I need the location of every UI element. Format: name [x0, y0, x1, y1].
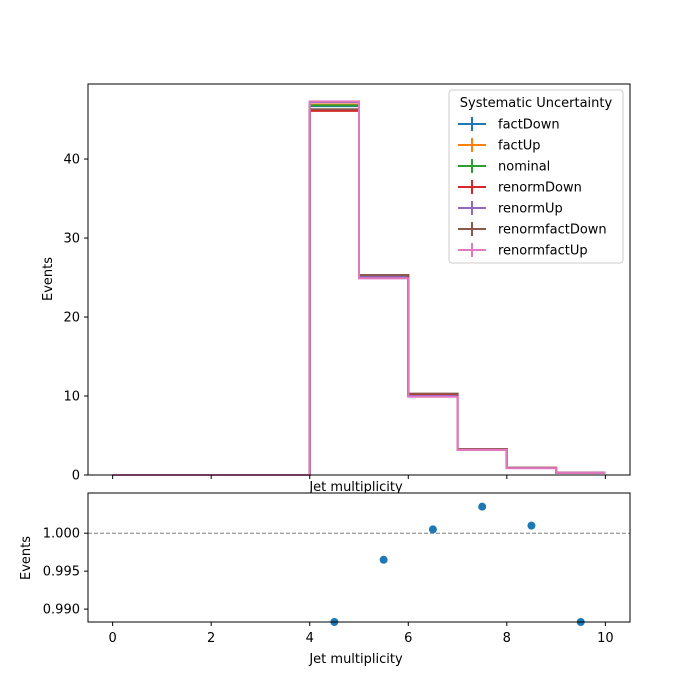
legend-title: Systematic Uncertainty	[460, 96, 613, 111]
bottom-x-axis-label: Jet multiplicity	[308, 652, 403, 667]
top-plot-border	[87, 83, 631, 476]
legend-entries: factDown factUp nominal renormDown renormUp r…	[458, 117, 607, 259]
legend-label: renormDown	[498, 181, 582, 196]
bottom-plot-frame	[88, 493, 630, 622]
top-y-axis-label: Events	[41, 257, 56, 301]
top-x-axis-label: Jet multiplicity	[308, 480, 403, 495]
bottom-x-ticks: 0 2 4 6 8 10	[108, 622, 614, 646]
top-y-tick-label: 30	[63, 232, 80, 247]
bottom-x-tick-label: 2	[207, 631, 215, 646]
legend: Systematic Uncertainty factDown factUp nom…	[448, 89, 624, 264]
bottom-y-ticks: 0.990 0.995 1.000	[43, 527, 88, 618]
ratio-point	[379, 555, 388, 564]
ratio-point	[428, 525, 437, 534]
legend-label: renormUp	[498, 202, 563, 217]
legend-entry-renormfactUp: renormfactUp	[458, 243, 588, 259]
bottom-y-tick-label: 1.000	[43, 527, 80, 542]
ratio-point	[527, 521, 536, 530]
legend-label: nominal	[498, 160, 550, 175]
top-y-tick-label: 20	[63, 311, 80, 326]
legend-entry-nominal: nominal	[458, 159, 550, 175]
bottom-y-axis-label: Events	[19, 536, 34, 580]
bottom-y-tick-label: 0.990	[43, 603, 80, 618]
bottom-x-tick-label: 4	[306, 631, 314, 646]
bottom-x-tick-label: 10	[597, 631, 614, 646]
legend-entry-renormfactDown: renormfactDown	[458, 222, 607, 238]
ratio-points	[330, 502, 585, 626]
bottom-x-tick-label: 0	[108, 631, 116, 646]
legend-label: factDown	[498, 118, 560, 133]
top-y-tick-label: 0	[72, 469, 80, 484]
top-y-tick-label: 10	[63, 390, 80, 405]
bottom-plot-border	[87, 492, 631, 623]
legend-entry-renormUp: renormUp	[458, 201, 563, 217]
legend-entry-factDown: factDown	[458, 117, 560, 133]
legend-label: renormfactUp	[498, 244, 588, 259]
bottom-x-tick-label: 8	[503, 631, 511, 646]
top-x-ticks	[112, 475, 606, 479]
bottom-x-tick-label: 6	[404, 631, 412, 646]
legend-label: renormfactDown	[498, 223, 607, 238]
top-y-tick-label: 40	[63, 153, 80, 168]
top-histogram-panel: 0 10 20 30 40 Jet multiplicity Events System…	[41, 83, 631, 495]
legend-frame	[448, 89, 624, 264]
ratio-point	[478, 502, 487, 511]
legend-entry-renormDown: renormDown	[458, 180, 582, 196]
legend-entry-factUp: factUp	[458, 138, 541, 154]
bottom-y-tick-label: 0.995	[43, 565, 80, 580]
bottom-ratio-panel: 0 2 4 6 8 10 0.990 0.995 1.000 Jet multiplicity…	[19, 492, 631, 667]
legend-label: factUp	[498, 139, 541, 154]
top-y-ticks: 0 10 20 30 40	[63, 153, 88, 484]
